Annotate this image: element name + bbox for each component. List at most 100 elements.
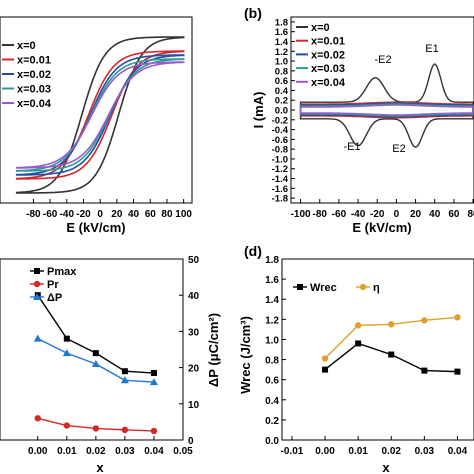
panel-a-x-tick-label: 0: [97, 209, 103, 220]
data-point-η: [354, 322, 362, 329]
panel-b-label: (b): [244, 5, 262, 21]
legend-label-b-x=0.02: x=0.02: [311, 49, 345, 61]
panel-b-x-label: E (kV/cm): [352, 220, 411, 235]
panel-a-x-ticks: -80 -60 -40 -20 0 20 40 60 80 100: [26, 199, 192, 220]
data-point-Pmax: [92, 350, 99, 357]
data-point-Pr: [63, 422, 71, 429]
panel-a-legend: x=0 x=0.01 x=0.02 x=0.03 x=0.04: [2, 40, 52, 110]
panel-c-x-tick-label: 0.04: [144, 446, 164, 457]
panel-b-x-tick-label: -40: [351, 209, 366, 220]
legend-marker-c-Pmax: [34, 268, 40, 274]
panel-a-x-tick-label: 20: [111, 209, 123, 220]
panel-d-y-label: Wrec (J/cm³): [238, 316, 253, 394]
data-point-Pr: [121, 426, 129, 434]
panel-a-x-tick-label: -60: [43, 209, 58, 220]
panel-b-curves: [299, 63, 474, 149]
panel-b-y-tick-label: 0.4: [275, 86, 289, 97]
panel-b-y-tick-label: 0.8: [275, 66, 288, 77]
legend-label-c-Pmax: Pmax: [47, 266, 77, 278]
panel-c-x-tick-label: 0.01: [57, 446, 77, 457]
panel-c-right-y-tick-label: 40: [188, 291, 200, 302]
panel-d-y-tick-label: 1.4: [265, 295, 279, 306]
panel-d-x-tick-label: 0.00: [315, 446, 335, 457]
legend-label-x=0.03: x=0.03: [17, 84, 51, 96]
panel-d-y-tick-label: 0.8: [265, 356, 279, 367]
panel-a-x-tick-label: 60: [145, 209, 157, 220]
data-point-Wrec: [388, 351, 395, 358]
panel-a-x-tick-label: -20: [76, 209, 91, 220]
pe-loop-x=0.03: [15, 58, 185, 172]
panel-d-x-tick-label: -0.01: [281, 446, 304, 457]
panel-b-y-tick-label: -1.4: [272, 174, 289, 185]
panel-b-y-tick-label: -0.8: [272, 145, 288, 156]
panel-a-x-tick-label: 100: [175, 209, 192, 220]
data-point-Pmax: [121, 368, 128, 375]
panel-a-frame: [0, 16, 193, 204]
panel-a-x-tick-label: -80: [26, 209, 41, 220]
panel-c-x-tick-label: 0.02: [86, 446, 106, 457]
data-point-η: [321, 355, 329, 362]
data-point-Pr: [34, 415, 41, 422]
panel-c-right-y-tick-label: 30: [188, 327, 200, 338]
panel-b-y-tick-label: 0.6: [275, 76, 288, 87]
panel-b-x-tick-label: -60: [332, 209, 347, 220]
panel-d-ticks: -0.01 0.00 0.01 0.02 0.03 0.04 0.0 0.2 0.4 0.6 0.8…: [265, 255, 468, 457]
panel-b-y-tick-label: 1.8: [275, 17, 288, 28]
annotation-E1: E1: [425, 43, 438, 55]
data-point-Wrec: [421, 367, 428, 374]
panel-b-y-tick-label: -0.2: [272, 115, 288, 126]
legend-label-x=0.01: x=0.01: [17, 55, 51, 67]
legend-label-b-x=0.03: x=0.03: [311, 63, 345, 75]
panel-b-annotations: -E2 E1 -E1 E2: [343, 43, 438, 155]
legend-label-x=0.04: x=0.04: [17, 98, 52, 110]
data-point-ΔP: [149, 378, 158, 386]
panel-a-x-tick-label: -40: [60, 209, 75, 220]
panel-b-y-tick-label: 0.2: [275, 96, 288, 107]
ie-loop-x=0.03: [299, 103, 474, 117]
panel-b-x-tick-label: -20: [370, 209, 385, 220]
data-point-Wrec: [454, 368, 461, 375]
panel-b-y-tick-label: -1.2: [272, 164, 288, 175]
legend-label-c-Pr: Pr: [47, 279, 59, 291]
legend-marker-d-η: [359, 283, 367, 291]
panel-b-y-tick-label: 0.0: [275, 106, 288, 117]
panel-d-x-tick-label: 0.01: [348, 446, 368, 457]
panel-d-legend: Wrec η: [293, 282, 380, 294]
panel-b-x-tick-label: 80: [467, 209, 474, 220]
panel-b-x-tick-label: -80: [313, 209, 328, 220]
data-point-ΔP: [33, 334, 42, 342]
panel-d-x-label: x: [382, 460, 390, 474]
panel-b-y-tick-label: -1.6: [272, 184, 288, 195]
ie-loop-x=0: [299, 63, 474, 149]
ie-loop-x=0.01: [299, 101, 474, 119]
legend-label-x=0.02: x=0.02: [17, 69, 51, 81]
annotation-E2: E2: [392, 143, 405, 155]
panel-d-y-tick-label: 0.6: [265, 376, 279, 387]
panel-b-x-tick-label: -100: [291, 209, 311, 220]
panel-c-right-y-tick-label: 50: [188, 255, 200, 266]
panel-c-right-y-label: ΔP (μC/cm²): [206, 313, 221, 387]
panel-b-y-tick-label: -1.8: [272, 194, 288, 205]
panel-c-frame: [0, 258, 184, 441]
panel-b-y-label: I (mA): [251, 92, 266, 129]
panel-c-ticks: 0.00 0.01 0.02 0.03 0.04 0.050 10 20 30 40 50: [28, 255, 200, 457]
panel-b-y-tick-label: -0.6: [272, 135, 288, 146]
data-point-η: [421, 317, 428, 324]
data-point-ΔP: [62, 349, 71, 357]
pe-loop-x=0.04: [15, 61, 185, 169]
ie-loop-x=0.04: [299, 104, 474, 116]
panel-c-right-y-tick-label: 20: [188, 364, 200, 375]
panel-d-label: (d): [244, 243, 262, 259]
data-point-Pr: [150, 427, 158, 435]
panel-d-y-tick-label: 1.6: [265, 275, 279, 286]
legend-label-d-η: η: [373, 282, 380, 294]
panel-c-x-tick-label: 0.03: [115, 446, 135, 457]
legend-marker-c-Pr: [33, 280, 41, 288]
legend-marker-c-ΔP: [33, 293, 41, 300]
data-point-η: [388, 321, 395, 328]
panel-c-curves: [33, 292, 158, 435]
series-line-Wrec: [324, 342, 458, 373]
data-point-Wrec: [322, 366, 329, 373]
ie-loop-x=0.02: [299, 102, 474, 118]
